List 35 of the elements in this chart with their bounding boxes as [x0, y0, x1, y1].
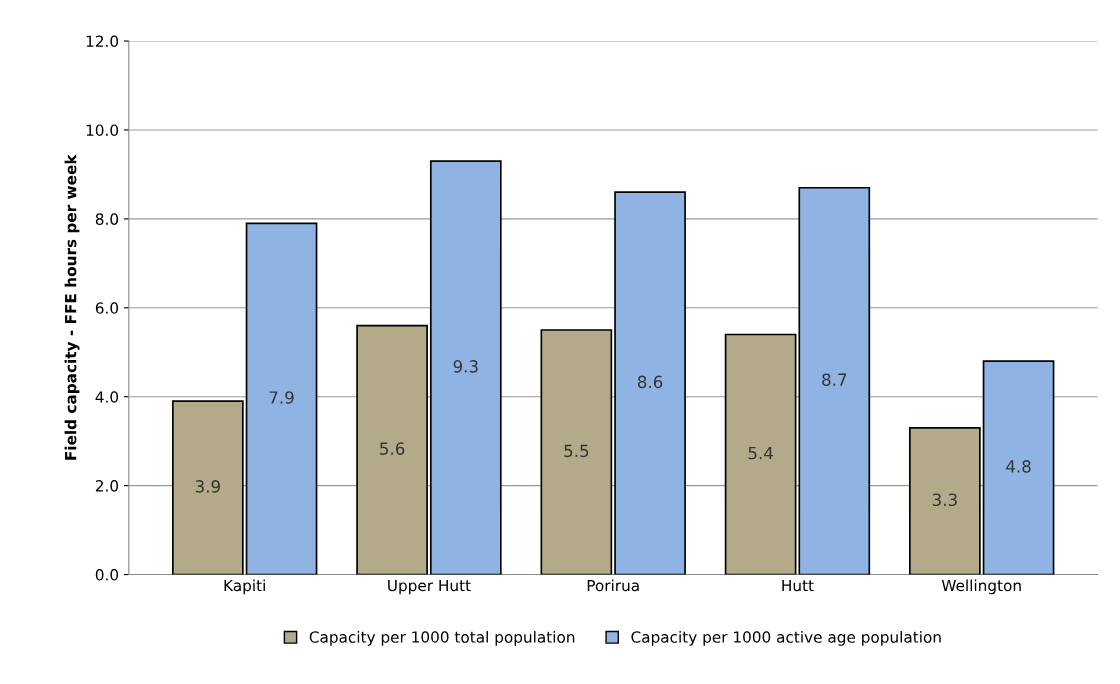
y-tick-label: 8.0 — [95, 213, 119, 225]
legend-label: Capacity per 1000 total population — [309, 630, 575, 646]
y-axis-title: Field capacity - FFE hours per week — [64, 154, 80, 460]
x-tick-label: Wellington — [941, 579, 1021, 595]
bar — [540, 329, 613, 575]
data-label: 8.6 — [637, 375, 663, 389]
y-tick-label: 10.0 — [86, 124, 119, 136]
bar — [724, 333, 797, 575]
y-tick-label: 12.0 — [86, 35, 119, 48]
data-label: 5.6 — [380, 442, 405, 455]
bar — [245, 222, 318, 575]
data-label: 5.4 — [748, 446, 773, 460]
data-label: 8.7 — [822, 373, 847, 386]
y-tick-label: 0.0 — [95, 569, 119, 581]
data-label: 3.9 — [195, 480, 220, 493]
data-label: 7.9 — [269, 391, 294, 404]
y-tick-label: 2.0 — [95, 480, 119, 492]
x-tick-label: Upper Hutt — [388, 579, 471, 595]
bar — [982, 360, 1055, 575]
x-tick-label: Porirua — [587, 579, 639, 592]
x-tick-label: Kapiti — [224, 579, 265, 595]
legend-label: Capacity per 1000 active age population — [631, 630, 941, 646]
bar — [356, 324, 428, 575]
x-tick-label: Hutt — [782, 579, 814, 592]
bar — [429, 160, 502, 575]
bar — [614, 191, 686, 575]
data-label: 5.5 — [564, 444, 589, 458]
y-tick-label: 4.0 — [95, 391, 119, 403]
data-label: 3.3 — [932, 493, 957, 507]
data-label: 4.8 — [1006, 460, 1031, 473]
y-tick-label: 6.0 — [95, 302, 119, 314]
bar — [172, 400, 244, 575]
bar — [798, 186, 871, 575]
bar — [909, 427, 981, 575]
data-label: 9.3 — [453, 360, 478, 373]
